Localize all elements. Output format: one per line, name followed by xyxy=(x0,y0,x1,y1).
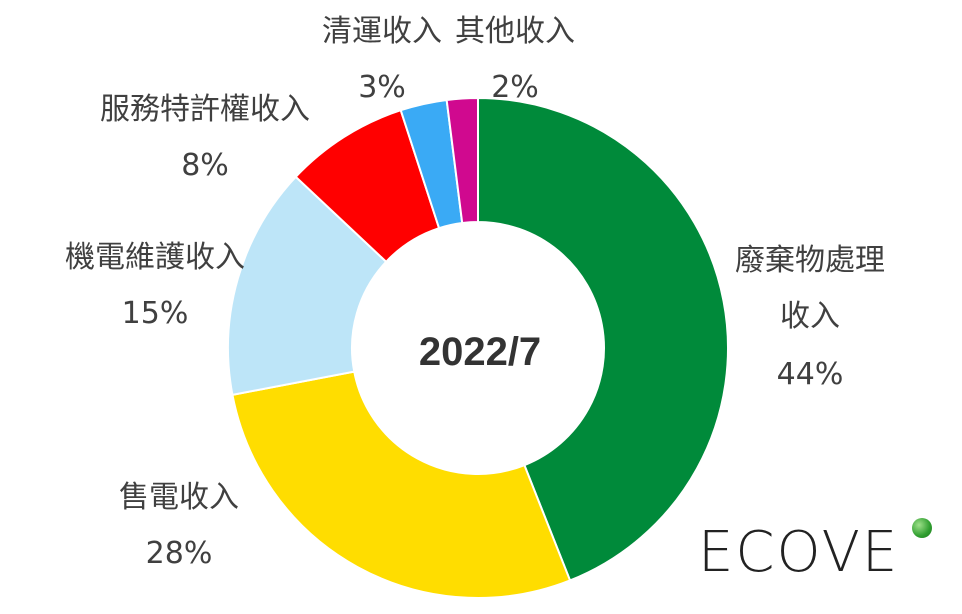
ecove-logo: ECOVE xyxy=(698,520,900,585)
slice-label-waste: 廢棄物處理收入 44% xyxy=(720,233,900,405)
slice-label-maintenance: 機電維護收入 15% xyxy=(40,230,270,342)
slice-name: 機電維護收入 xyxy=(65,240,245,275)
slice-label-power: 售電收入 28% xyxy=(104,470,254,582)
donut-slice-5 xyxy=(445,96,479,225)
slice-name: 售電收入 xyxy=(119,480,239,515)
slice-percent: 3% xyxy=(358,70,406,105)
donut-slice-2 xyxy=(227,175,388,397)
slice-label-collection: 清運收入 3% xyxy=(312,4,452,116)
donut-slice-0 xyxy=(477,96,729,582)
donut-slice-1 xyxy=(231,370,572,599)
slice-name: 其他收入 xyxy=(455,14,575,49)
slice-percent: 15% xyxy=(121,296,189,331)
slice-percent: 44% xyxy=(776,357,844,392)
center-label: 2022/7 xyxy=(418,330,542,374)
slice-name: 服務特許權收入 xyxy=(100,92,310,127)
slice-name: 清運收入 xyxy=(322,14,442,49)
slice-percent: 2% xyxy=(491,70,539,105)
slice-percent: 8% xyxy=(181,148,229,183)
slice-percent: 28% xyxy=(145,536,213,571)
slice-label-franchise: 服務特許權收入 8% xyxy=(70,82,340,194)
slice-label-other: 其他收入 2% xyxy=(440,4,590,116)
slice-name: 廢棄物處理收入 xyxy=(735,243,885,334)
logo-dot-icon xyxy=(912,518,932,538)
